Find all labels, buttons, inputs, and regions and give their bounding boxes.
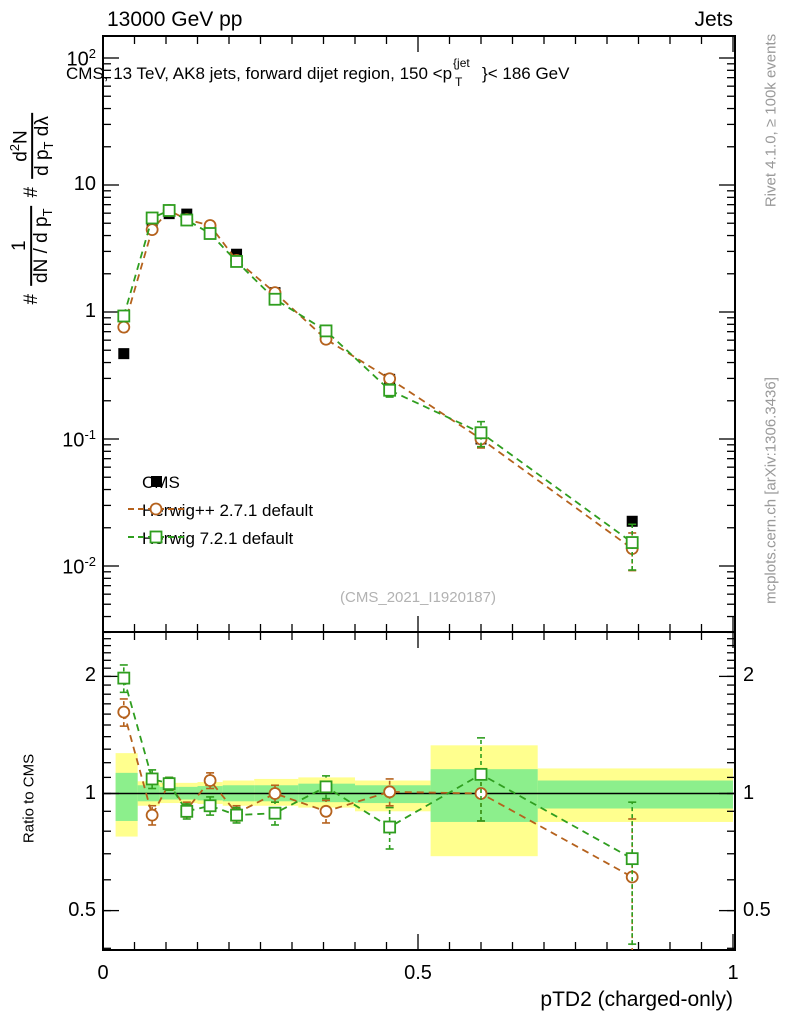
herwigpp-marker-swatch [128,502,184,516]
hash-symbol-1: # [20,293,42,305]
main-y-tick-label: 10 [73,173,96,195]
series-herwig7 [117,204,639,571]
x-tick-label: 0.5 [404,962,432,984]
legend-label-herwigpp: Herwig++ 2.7.1 default [142,501,314,520]
fraction1-numerator: 1 [9,205,32,286]
header-beam-energy: 13000 GeV pp [107,8,243,31]
ratio-uncertainty-bands [103,745,735,857]
green-band-segment [537,780,733,809]
main-y-tick-label: 10-1 [62,427,96,452]
legend-item-herwig7: Herwig 7.2.1 default [128,527,293,551]
main-y-tick-label: 1 [84,300,96,322]
plot-title-text: CMS, 13 TeV, AK8 jets, forward dijet reg… [66,64,453,83]
ratio-herwigpp [117,698,639,950]
fraction-one-over-dndpt: 1 dN / d pT [9,205,55,286]
ratio-y-tick-label-right: 2 [743,664,755,687]
ratio-y-tick-label-right: 1 [743,781,755,804]
pt-jet-superscript: {jet [453,56,470,70]
ratio-y-tick-label-right: 0.5 [743,898,771,921]
green-band-segment [115,772,138,821]
mcplots-arxiv-note: mcplots.cern.ch [arXiv:1306.3436] [762,377,780,604]
fraction2-numerator: d2N [7,113,34,179]
ratio-y-axis-label: Ratio to CMS [20,753,38,844]
ratio-herwig7 [117,664,639,945]
rivet-version-note: Rivet 4.1.0, ≥ 100k events [762,33,780,208]
pt-subscript: T [455,75,463,89]
legend-item-herwigpp: Herwig++ 2.7.1 default [128,499,313,523]
main-series-layer [117,204,639,572]
ratio-y-tick-label-left: 2 [84,664,96,687]
ratio-panel-frame [102,631,736,951]
fraction1-denominator: dN / d pT [30,208,55,283]
cms-marker-swatch [151,476,162,487]
herwig7-marker-swatch [128,530,184,544]
main-y-axis-label: # 1 dN / d pT # d2N d pT dλ [7,59,57,359]
ratio-y-tick-label-left: 0.5 [68,898,96,921]
legend-label-herwig7: Herwig 7.2.1 default [142,529,294,548]
plot-title-suffix: }< 186 GeV [482,64,570,83]
header-analysis-group: Jets [694,8,733,31]
hash-symbol-2: # [20,186,42,198]
x-axis-label: pTD2 (charged-only) [540,988,733,1011]
main-y-tick-label: 102 [66,46,96,71]
analysis-id-watermark: (CMS_2021_I1920187) [340,589,496,606]
series-cms [118,208,638,527]
pt-jet-supsub: {jet T [452,56,482,89]
main-y-tick-label: 10-2 [62,554,96,579]
fraction-d2n: d2N d pT dλ [7,113,57,179]
axis-ticks [102,36,735,950]
legend-item-cms: CMS [128,471,180,495]
x-tick-label: 0 [97,962,109,984]
plot-title: CMS, 13 TeV, AK8 jets, forward dijet reg… [66,56,570,89]
ratio-y-tick-label-left: 1 [84,781,96,804]
ratio-series-layer [117,664,639,950]
x-tick-label: 1 [727,962,739,984]
fraction2-denominator: d pT dλ [32,116,57,176]
